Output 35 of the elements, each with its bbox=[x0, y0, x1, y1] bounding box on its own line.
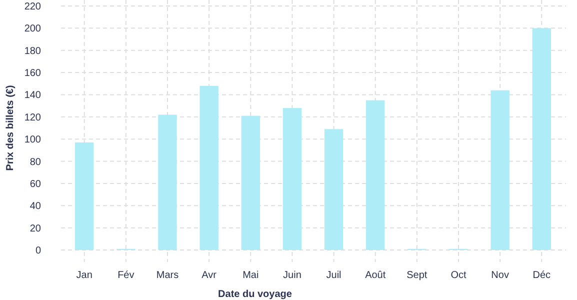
y-tick-label: 220 bbox=[24, 2, 42, 12]
x-tick-label: Mai bbox=[242, 270, 259, 281]
y-tick-label: 80 bbox=[30, 156, 42, 168]
y-tick-label: 140 bbox=[24, 90, 42, 102]
x-tick-label: Nov bbox=[491, 270, 509, 281]
x-tick-label: Oct bbox=[450, 270, 466, 281]
bar bbox=[75, 142, 94, 250]
bar bbox=[490, 90, 510, 250]
y-tick-label: 160 bbox=[24, 68, 42, 80]
x-tick-label: Juin bbox=[283, 270, 302, 281]
x-tick-label: Fév bbox=[118, 270, 134, 281]
bar bbox=[532, 28, 551, 250]
bar bbox=[366, 100, 385, 250]
x-tick-label: Avr bbox=[202, 270, 218, 281]
y-tick-label: 0 bbox=[35, 246, 42, 256]
x-tick-label: Sept bbox=[406, 270, 428, 281]
y-tick-label: 100 bbox=[24, 134, 42, 146]
y-tick-label: 60 bbox=[30, 178, 42, 190]
y-tick-label: 180 bbox=[24, 46, 42, 57]
x-tick-label: Jan bbox=[76, 270, 92, 281]
y-tick-label: 40 bbox=[30, 201, 42, 212]
x-tick-label: Août bbox=[365, 270, 386, 281]
y-tick-label: 200 bbox=[24, 24, 42, 35]
y-tick-label: 120 bbox=[24, 112, 42, 124]
y-tick-label: 20 bbox=[30, 223, 42, 234]
x-tick-label: Mars bbox=[156, 270, 179, 281]
x-tick-label: Juil bbox=[326, 270, 342, 281]
bar bbox=[241, 116, 260, 250]
bar bbox=[200, 86, 218, 250]
y-axis-title: Prix des billets (€) bbox=[5, 85, 16, 171]
x-axis-title: Date du voyage bbox=[218, 289, 292, 300]
bar bbox=[158, 114, 177, 250]
bar bbox=[282, 108, 302, 250]
x-tick-label: Déc bbox=[532, 270, 551, 281]
bar bbox=[324, 129, 344, 250]
